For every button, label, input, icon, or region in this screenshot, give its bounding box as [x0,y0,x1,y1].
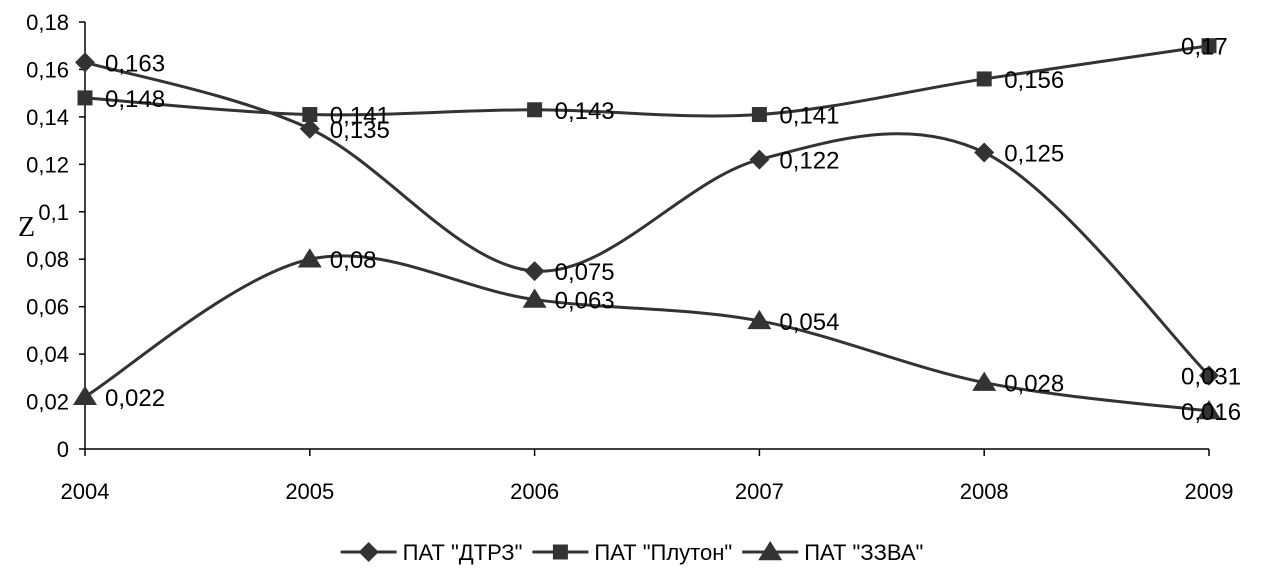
y-tick-label: 0,04 [26,342,69,367]
data-label: 0,122 [779,148,839,175]
series-markers [73,38,1221,420]
series-2-point [527,102,543,118]
series-2-point [77,90,93,106]
y-tick-label: 0,16 [26,57,69,82]
y-tick-label: 0 [57,437,69,462]
legend: ПАТ "ДТРЗ" ПАТ "Плутон" ПАТ "ЗЗВА" [340,540,923,565]
series-3-point [747,309,772,330]
data-label: 0,028 [1004,371,1064,398]
x-tick-label: 2005 [285,479,334,504]
legend-item-1: ПАТ "ДТРЗ" [340,540,523,565]
series-1-point [524,261,545,282]
series-2-point [302,107,318,123]
data-label: 0,156 [1004,67,1064,94]
axes: 0 0,02 0,04 0,06 0,08 0,1 0,12 0,14 0,16 0,18 2004… [18,10,1233,504]
series-line-1 [84,60,1211,377]
series-3-point [297,248,322,268]
data-label: 0,031 [1181,363,1241,390]
series-2-point [976,71,992,87]
data-label: 0,135 [330,117,390,144]
y-tick-label: 0,1 [38,200,69,225]
data-label: 0,125 [1004,140,1064,167]
series-3-point [972,371,997,391]
series-line-2 [84,44,1210,118]
legend-label: ПАТ "Плутон" [594,540,732,565]
y-tick-label: 0,08 [26,247,69,272]
data-label: 0,148 [105,86,165,113]
data-label: 0,17 [1181,34,1228,61]
legend-marker [552,544,568,560]
data-label: 0,08 [330,247,377,274]
data-label: 0,141 [779,103,839,130]
legend-marker [758,541,783,561]
y-axis-title: Z [18,212,35,243]
data-label: 0,022 [105,385,165,412]
legend-label: ПАТ "ДТРЗ" [403,540,523,565]
data-label: 0,143 [555,98,615,125]
data-label: 0,016 [1181,399,1241,426]
series-2-point [751,107,767,123]
y-tick-label: 0,02 [26,390,69,415]
legend-item-2: ПАТ "Плутон" [532,540,732,565]
series-1-point [974,142,995,163]
y-tick-label: 0,18 [26,10,69,35]
x-tick-label: 2004 [61,479,110,504]
data-label: 0,063 [555,288,615,315]
data-label: 0,141 [330,103,390,130]
data-label: 0,075 [555,259,615,286]
x-tick-label: 2008 [960,479,1009,504]
legend-label: ПАТ "ЗЗВА" [804,540,923,565]
series-line-3 [84,254,1210,413]
series-3-point [73,385,97,406]
series-1-point [299,118,320,139]
series-lines [84,44,1211,413]
series-1-point [75,52,95,73]
data-label: 0,163 [105,50,165,77]
data-labels: 0,163 0,135 0,075 0,122 0,125 0,031 0,148 0,141… [105,34,1241,426]
legend-marker [358,542,379,562]
x-tick-label: 2007 [735,479,784,504]
series-3-point [522,288,547,308]
y-tick-label: 0,06 [26,295,69,320]
series-2-point [1201,38,1217,54]
x-tick-label: 2006 [510,479,559,504]
x-tick-label: 2009 [1185,479,1234,504]
y-tick-label: 0,12 [26,152,69,177]
series-1-point [749,149,770,170]
series-3-point [1197,400,1221,420]
data-label: 0,054 [779,309,839,336]
y-tick-label: 0,14 [26,105,69,130]
legend-item-3: ПАТ "ЗЗВА" [742,540,923,565]
series-1-point [1199,365,1219,386]
